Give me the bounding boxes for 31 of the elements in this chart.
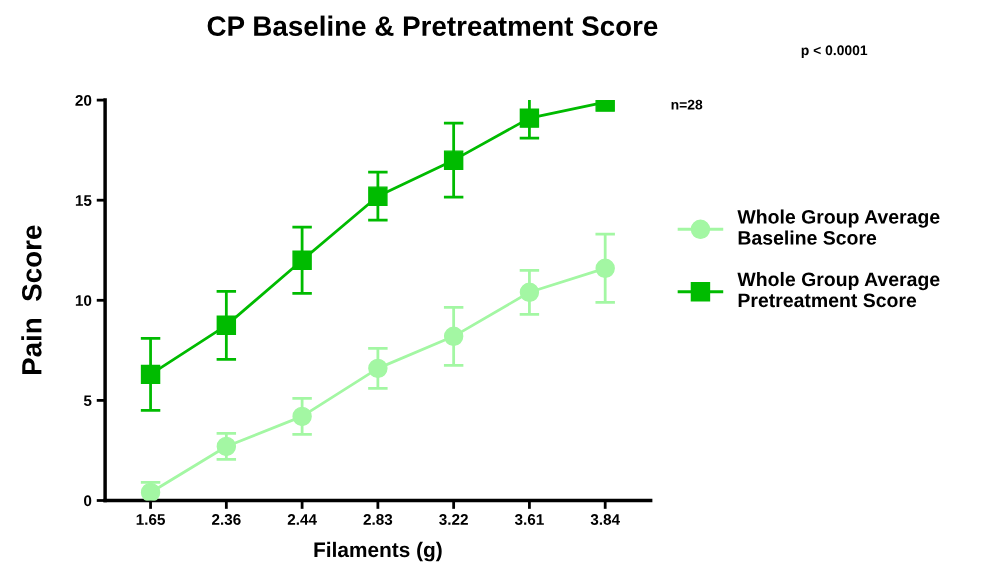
text: n=28 xyxy=(671,99,703,110)
point xyxy=(140,364,161,385)
x-tick-label: 2.44 xyxy=(287,514,317,525)
x-axis-title: Filaments (g) xyxy=(314,541,442,562)
y-tick-label: 15 xyxy=(75,195,92,206)
y-tick-label: 20 xyxy=(75,94,92,106)
point xyxy=(443,150,464,170)
x-tick-label: 3.61 xyxy=(514,514,544,525)
legend-label: Whole Group Average Baseline Score xyxy=(737,209,940,245)
text: p < 0.0001 xyxy=(801,45,868,58)
point xyxy=(519,108,540,128)
x-tick-label: 1.65 xyxy=(136,514,166,525)
point xyxy=(443,326,464,347)
point xyxy=(292,250,312,270)
x-tick-label: 3.22 xyxy=(439,514,468,525)
point xyxy=(140,482,161,501)
y-axis-title: Pain Score xyxy=(21,225,42,375)
point xyxy=(292,406,312,427)
point xyxy=(216,315,237,336)
point xyxy=(368,358,388,379)
y-tick-label: 0 xyxy=(84,495,92,507)
chart-title: CP Baseline & Pretreatment Score xyxy=(207,15,658,36)
y-tick-label: 10 xyxy=(75,295,92,306)
point xyxy=(595,258,615,278)
point xyxy=(519,282,540,303)
point xyxy=(368,186,388,206)
x-tick-label: 2.36 xyxy=(212,514,241,525)
x-tick-label: 2.83 xyxy=(363,514,393,525)
y-tick-label: 5 xyxy=(83,395,92,407)
x-tick-label: 3.84 xyxy=(590,514,620,525)
legend-label: Whole Group Average Pretreatment Score xyxy=(737,271,940,308)
